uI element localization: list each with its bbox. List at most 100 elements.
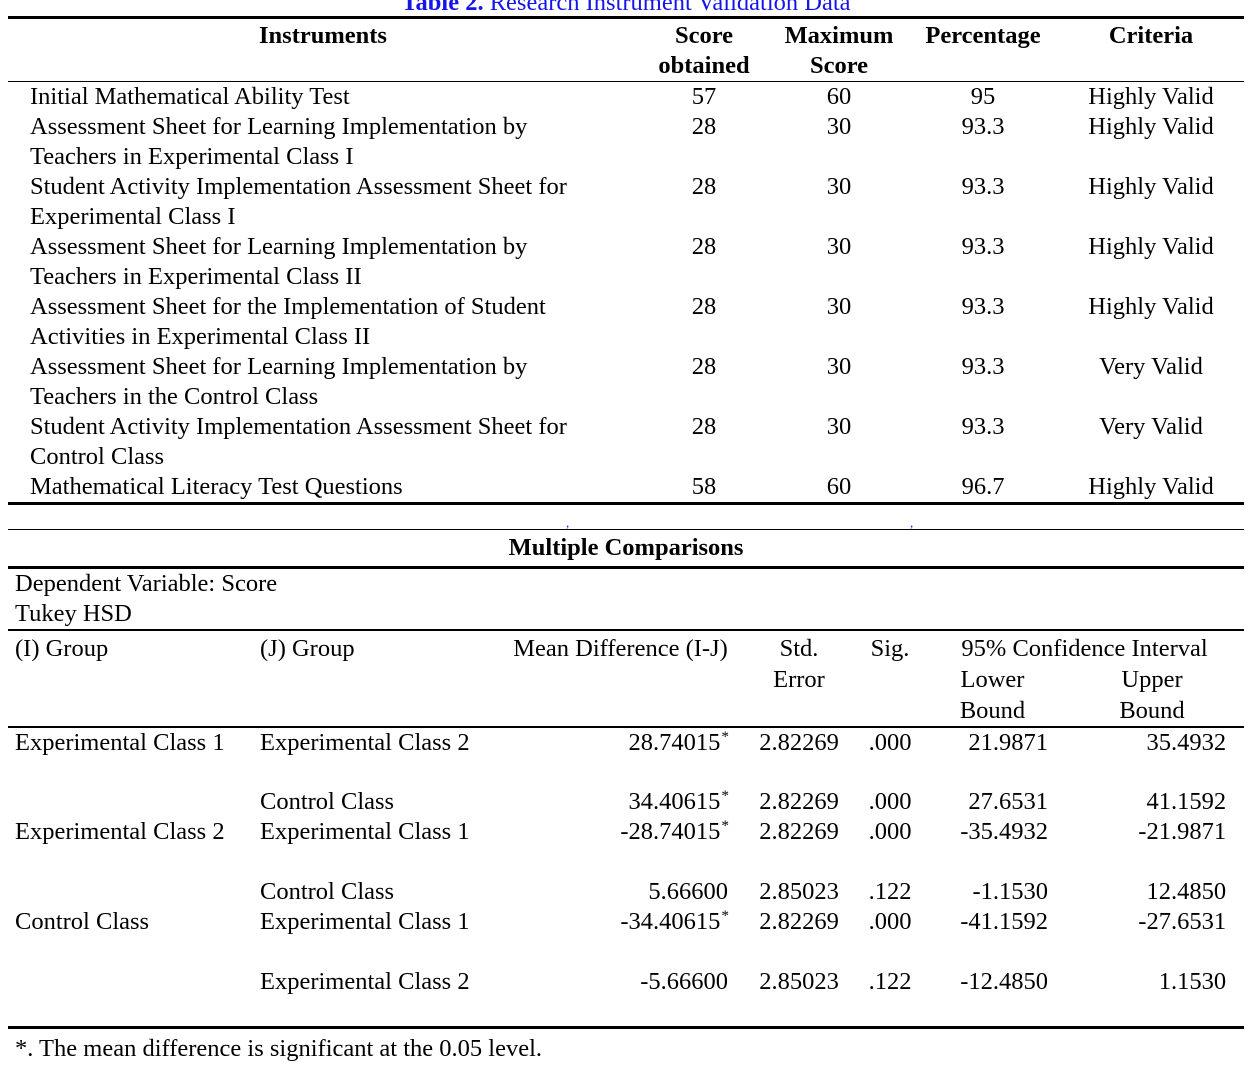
comparisons-title-row: Multiple Comparisons — [8, 529, 1245, 569]
artifact-mark-left: , — [566, 515, 570, 530]
dependent-variable: Dependent Variable: Score — [15, 570, 278, 597]
cell-percentage: 95 — [970, 83, 996, 110]
cell-mean-difference: -28.74015* — [620, 817, 729, 845]
cell-mean-difference: -5.66600 — [640, 968, 728, 995]
cell-instrument: Assessment Sheet for Learning Implementa… — [30, 233, 528, 290]
comparison-row: Experimental Class 2 Experimental Class … — [8, 817, 1244, 877]
header-lower-bound: Lower Bound — [959, 666, 1026, 724]
cell-j-group: Control Class — [260, 878, 395, 905]
cell-percentage: 93.3 — [961, 413, 1005, 440]
cell-percentage: 93.3 — [961, 173, 1005, 200]
table-row: Assessment Sheet for Learning Implementa… — [8, 352, 1244, 412]
cell-lower-bound: -41.1592 — [960, 908, 1048, 935]
header-i-group: (I) Group — [8, 630, 253, 728]
artifact-mark-right: , — [910, 515, 914, 530]
header-criteria: Criteria — [1058, 17, 1244, 82]
cell-criteria: Highly Valid — [1088, 293, 1214, 320]
header-upper-bound: Upper Bound — [1119, 666, 1185, 724]
header-j-group: (J) Group — [253, 630, 498, 728]
validation-table: Instruments Score obtained Maximum Score… — [8, 16, 1244, 505]
cell-i-group: Experimental Class 2 — [15, 818, 225, 845]
comparison-row: Control Class 34.40615* 2.82269 .000 27.… — [8, 787, 1244, 817]
header-score-obtained: Score obtained — [638, 17, 770, 82]
cell-std-error: 2.82269 — [759, 788, 839, 815]
cell-max-score: 30 — [826, 233, 852, 260]
significance-asterisk: * — [721, 787, 729, 804]
cell-percentage: 96.7 — [961, 473, 1005, 500]
cell-upper-bound: 12.4850 — [1146, 878, 1227, 905]
cell-i-group — [8, 877, 253, 907]
caption-title: Research Instrument Validation Data — [489, 0, 851, 16]
cell-instrument: Assessment Sheet for Learning Implementa… — [30, 113, 528, 170]
cell-score: 28 — [691, 173, 717, 200]
cell-upper-bound: 1.1530 — [1158, 968, 1227, 995]
cell-score: 28 — [691, 413, 717, 440]
cell-max-score: 60 — [826, 83, 852, 110]
header-std-error: Std. Error — [743, 630, 855, 728]
cell-instrument: Assessment Sheet for Learning Implementa… — [30, 353, 528, 410]
cell-lower-bound: 27.6531 — [968, 788, 1048, 815]
cell-sig: .000 — [868, 818, 912, 845]
cell-j-group: Experimental Class 2 — [260, 968, 470, 995]
comparison-row: Experimental Class 2 -5.66600 2.85023 .1… — [8, 967, 1244, 1027]
table-row: Assessment Sheet for Learning Implementa… — [8, 112, 1244, 172]
cell-max-score: 30 — [826, 353, 852, 380]
cell-instrument: Student Activity Implementation Assessme… — [30, 413, 567, 470]
significance-asterisk: * — [721, 727, 729, 745]
method-label: Tukey HSD — [8, 599, 1245, 631]
cell-sig: .000 — [868, 908, 912, 935]
significance-asterisk: * — [721, 907, 729, 924]
cell-criteria: Highly Valid — [1088, 473, 1214, 500]
cell-i-group — [8, 967, 253, 1027]
header-instruments: Instruments — [8, 17, 638, 82]
cell-lower-bound: -35.4932 — [960, 818, 1048, 845]
cell-lower-bound: 21.9871 — [968, 729, 1048, 756]
cell-max-score: 30 — [826, 173, 852, 200]
cell-i-group: Control Class — [15, 908, 150, 935]
cell-std-error: 2.82269 — [759, 818, 839, 845]
header-mean-difference: Mean Difference (I-J) — [498, 630, 743, 728]
cell-upper-bound: -21.9871 — [1138, 818, 1227, 845]
cell-criteria: Highly Valid — [1088, 233, 1214, 260]
table-row: Student Activity Implementation Assessme… — [8, 172, 1244, 232]
cell-max-score: 30 — [826, 413, 852, 440]
table-row: Student Activity Implementation Assessme… — [8, 412, 1244, 472]
cell-max-score: 30 — [826, 113, 852, 140]
cell-mean-difference: 5.66600 — [648, 878, 728, 905]
cell-mean-difference: 28.74015* — [628, 727, 729, 756]
comparisons-table: Multiple Comparisons Dependent Variable:… — [8, 529, 1245, 1029]
table-caption: Table 2. Research Instrument Validation … — [0, 0, 1252, 16]
cell-upper-bound: 35.4932 — [1146, 729, 1227, 756]
cell-max-score: 60 — [826, 473, 852, 500]
cell-score: 28 — [691, 233, 717, 260]
cell-std-error: 2.85023 — [759, 968, 839, 995]
table-row: Mathematical Literacy Test Questions 58 … — [8, 472, 1244, 504]
cell-criteria: Very Valid — [1099, 413, 1203, 440]
cell-j-group: Experimental Class 1 — [260, 908, 470, 935]
cell-score: 28 — [691, 353, 717, 380]
cell-j-group: Experimental Class 1 — [260, 818, 470, 845]
cell-std-error: 2.85023 — [759, 878, 839, 905]
cell-percentage: 93.3 — [961, 353, 1005, 380]
comparison-row: Control Class 5.66600 2.85023 .122 -1.15… — [8, 877, 1244, 907]
cell-criteria: Very Valid — [1099, 353, 1203, 380]
method-row: Tukey HSD — [8, 599, 1245, 631]
cell-percentage: 93.3 — [961, 233, 1005, 260]
header-percentage: Percentage — [908, 17, 1058, 82]
table-row: Assessment Sheet for the Implementation … — [8, 292, 1244, 352]
cell-criteria: Highly Valid — [1088, 113, 1214, 140]
cell-max-score: 30 — [826, 293, 852, 320]
significance-asterisk: * — [721, 817, 729, 834]
cell-score: 58 — [691, 473, 717, 500]
cell-upper-bound: -27.6531 — [1138, 908, 1227, 935]
cell-instrument: Assessment Sheet for the Implementation … — [30, 293, 546, 350]
cell-sig: .000 — [868, 729, 912, 756]
cell-sig: .122 — [868, 968, 912, 995]
cell-score: 57 — [691, 83, 717, 110]
table-caption-text: Table 2. Research Instrument Validation … — [0, 0, 1252, 16]
caption-label: Table 2. — [401, 0, 484, 16]
cell-j-group: Experimental Class 2 — [260, 729, 470, 756]
dependent-variable-row: Dependent Variable: Score — [8, 568, 1244, 600]
cell-criteria: Highly Valid — [1088, 173, 1214, 200]
